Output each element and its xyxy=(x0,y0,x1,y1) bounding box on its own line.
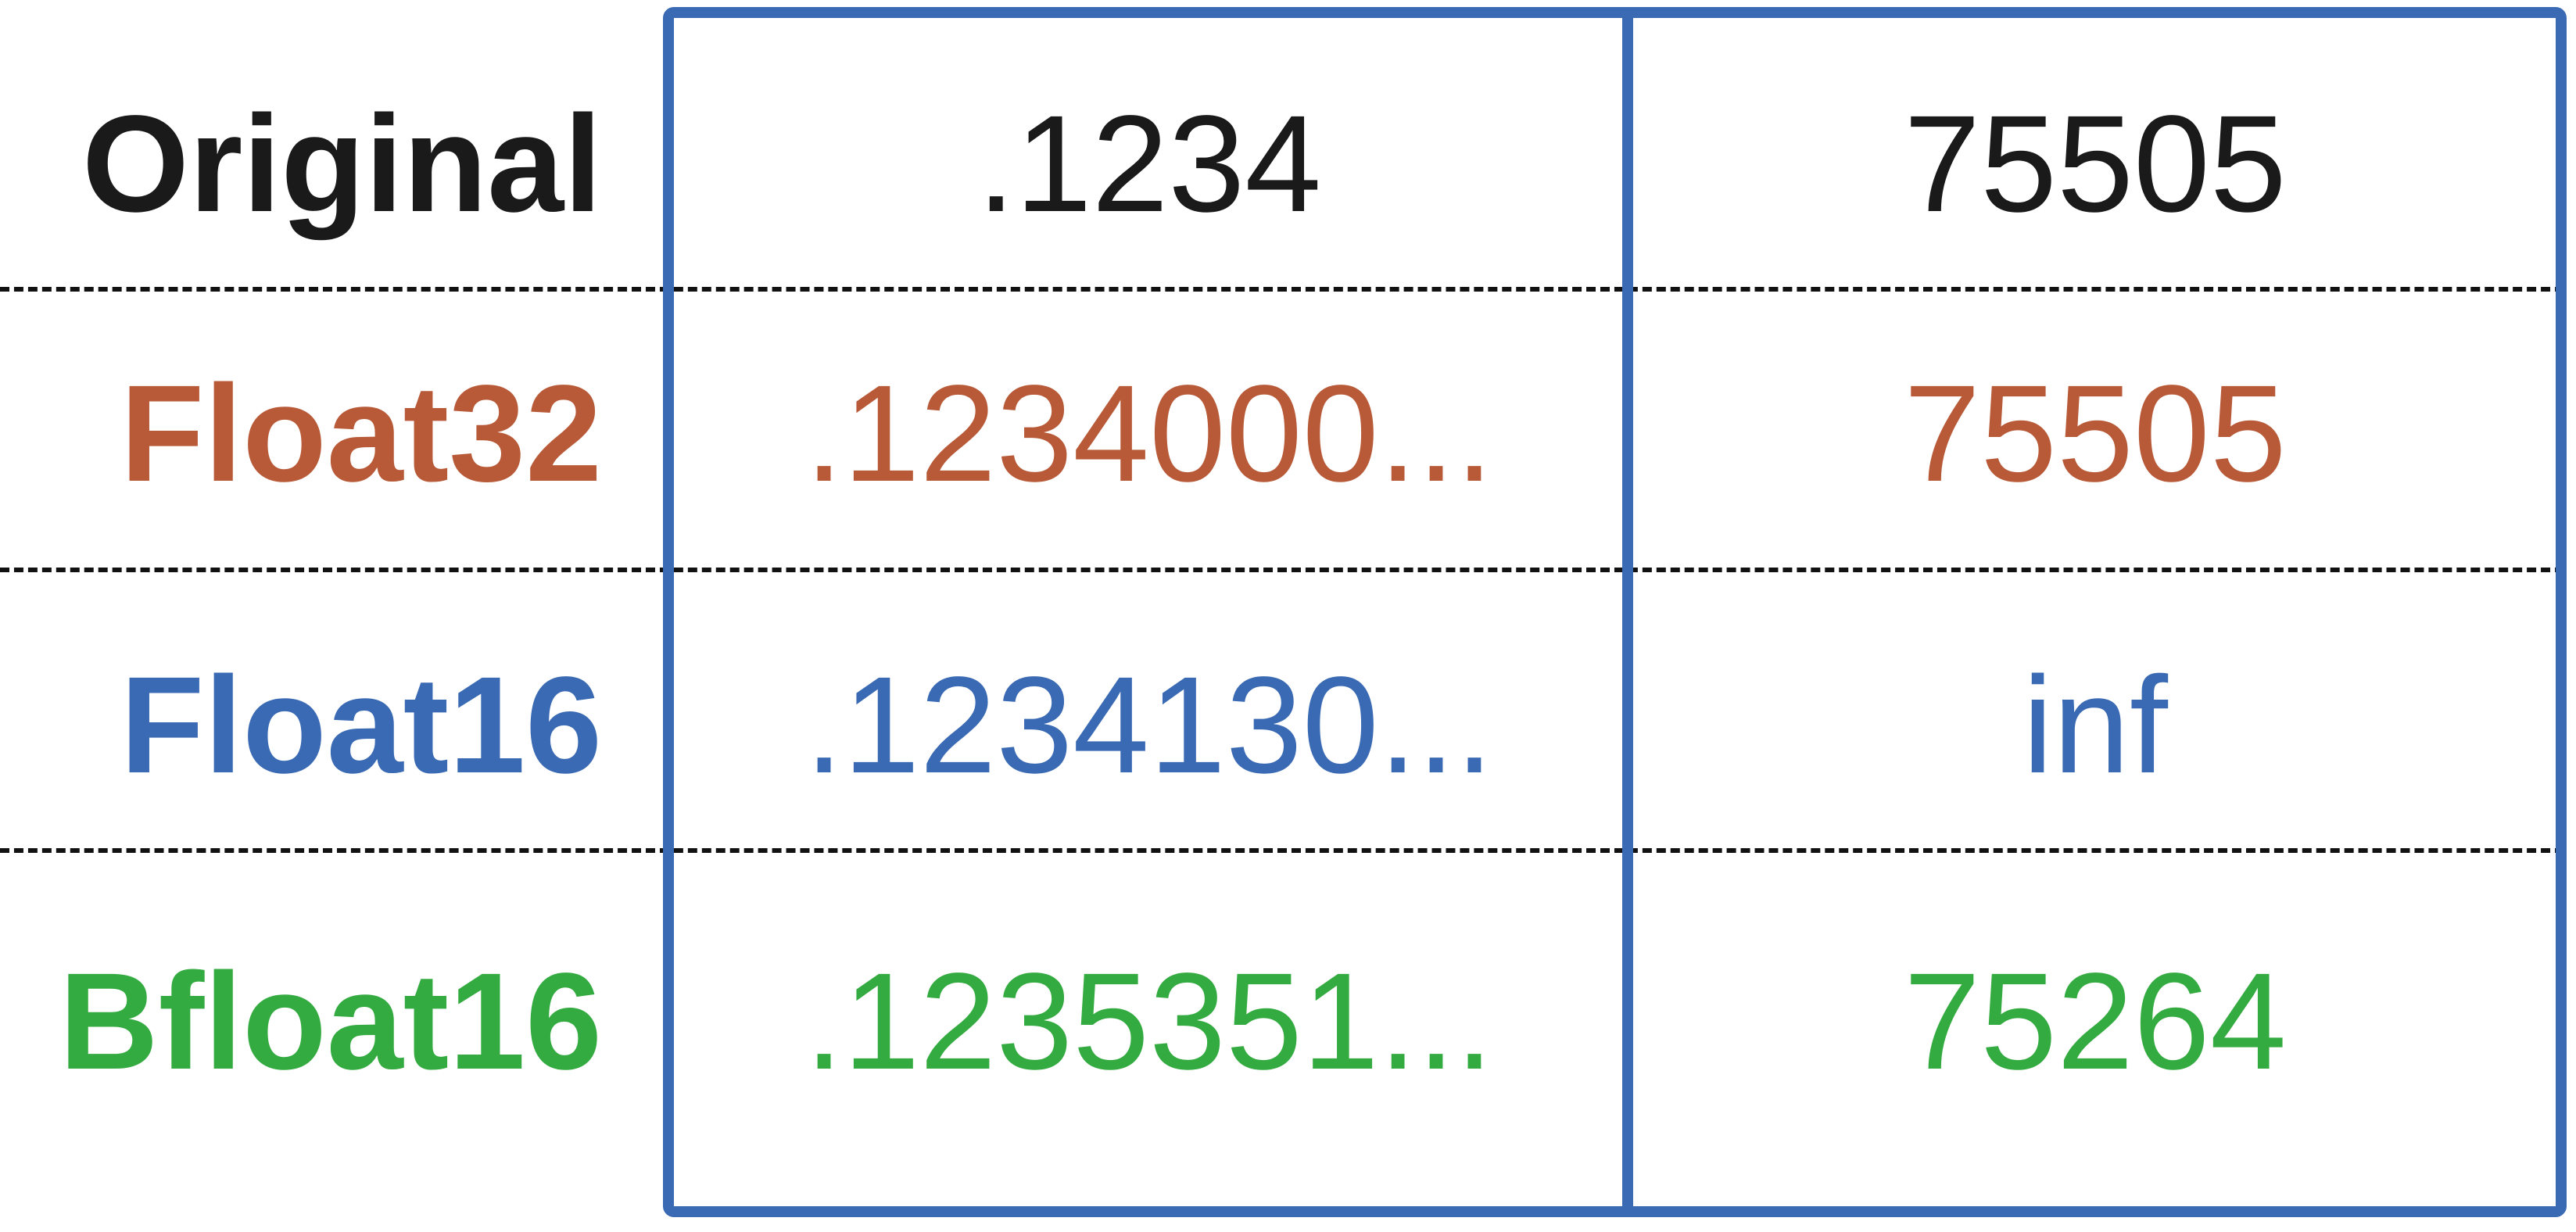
cell-bfloat16-value-2: 75264 xyxy=(1904,945,2287,1098)
row-label-bfloat16: Bfloat16 xyxy=(59,945,602,1098)
row-label-float16: Float16 xyxy=(120,649,602,802)
value-table-frame xyxy=(663,7,2567,1217)
row-label-original: Original xyxy=(82,88,602,241)
cell-float16-value-1: .1234130... xyxy=(804,649,1494,802)
row-divider xyxy=(0,287,2564,292)
cell-float16-value-2: inf xyxy=(2022,649,2168,802)
cell-original-value-2: 75505 xyxy=(1904,88,2287,241)
cell-bfloat16-value-1: .1235351... xyxy=(804,945,1494,1098)
row-divider xyxy=(0,848,2564,853)
cell-float32-value-2: 75505 xyxy=(1904,357,2287,510)
cell-float32-value-1: .1234000... xyxy=(804,357,1494,510)
row-label-float32: Float32 xyxy=(120,357,602,510)
column-separator xyxy=(1622,7,1633,1217)
cell-original-value-1: .1234 xyxy=(976,88,1322,241)
row-divider xyxy=(0,568,2564,572)
